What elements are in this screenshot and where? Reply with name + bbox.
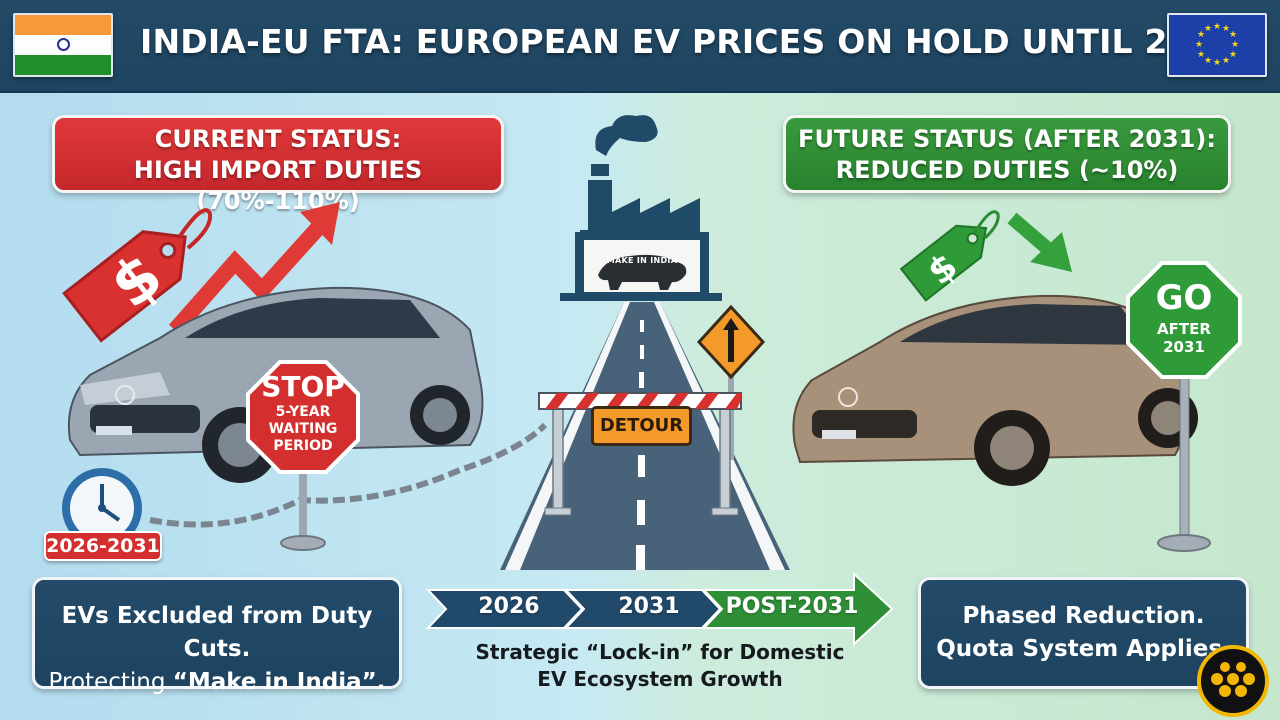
make-in-india-quote: “Make in India”. (172, 669, 386, 695)
stop-sign-text: 5-YEAR WAITING PERIOD (250, 404, 356, 455)
go-sign-icon (1126, 261, 1242, 379)
go-sign-line1: AFTER (1157, 320, 1211, 338)
clock-icon (62, 468, 142, 548)
protection-text: Protecting “Make in India”. (35, 666, 399, 699)
go-sign-title: GO (1155, 278, 1213, 318)
timeline-caption: Strategic “Lock-in” for Domestic EV Ecos… (430, 639, 890, 693)
current-status-box: CURRENT STATUS: HIGH IMPORT DUTIES (70%-… (52, 115, 504, 215)
exclusion-info-box: EVs Excluded from Duty Cuts. Protecting … (32, 577, 402, 695)
svg-text:★: ★ (1222, 24, 1230, 34)
svg-text:★: ★ (1204, 24, 1212, 34)
india-flag-icon (13, 13, 113, 77)
stop-sign-line2: WAITING (268, 421, 338, 437)
svg-text:★: ★ (1204, 56, 1212, 66)
timeline-step-2026: 2026 (478, 594, 540, 619)
svg-text:★: ★ (1213, 22, 1221, 32)
price-up-arrow-icon (169, 202, 340, 336)
current-status-duties: HIGH IMPORT DUTIES (70%-110%) (133, 156, 423, 215)
detour-sign: DETOUR (591, 406, 692, 446)
svg-text:★: ★ (1229, 50, 1237, 60)
phased-reduction-text: Phased Reduction. (962, 603, 1205, 629)
page-title: INDIA-EU FTA: EUROPEAN EV PRICES ON HOLD… (140, 22, 1238, 61)
future-status-title: FUTURE STATUS (AFTER 2031): (798, 125, 1216, 153)
svg-text:★: ★ (1213, 58, 1221, 68)
stop-sign-title: STOP (261, 370, 345, 403)
price-tag-icon (62, 230, 187, 343)
caption-line1: Strategic “Lock-in” for Domestic (475, 640, 845, 664)
stop-sign-icon (246, 360, 360, 474)
go-sign-line2: 2031 (1163, 338, 1205, 356)
make-in-india-label: MAKE IN INDIA (606, 256, 678, 265)
svg-text:★: ★ (1197, 30, 1205, 40)
header-banner: INDIA-EU FTA: EUROPEAN EV PRICES ON HOLD… (0, 0, 1280, 93)
current-status-title: CURRENT STATUS: (154, 125, 402, 153)
stop-sign-line3: PERIOD (273, 438, 333, 454)
timeline-arrow: 2026 2031 POST-2031 (424, 571, 894, 647)
stop-sign-line1: 5-YEAR (275, 404, 331, 420)
brand-logo-icon (1197, 645, 1269, 717)
svg-text:★: ★ (1195, 40, 1203, 50)
timeline-step-post-2031: POST-2031 (725, 594, 859, 619)
svg-text:★: ★ (1222, 56, 1230, 66)
future-status-box: FUTURE STATUS (AFTER 2031): REDUCED DUTI… (783, 115, 1231, 193)
chain-icon (149, 422, 548, 528)
exclusion-text: EVs Excluded from Duty Cuts. (61, 603, 373, 662)
svg-text:★: ★ (1197, 50, 1205, 60)
right-scene-illustration: $ (792, 210, 1242, 552)
period-badge: 2026-2031 (44, 531, 162, 561)
factory-icon (560, 164, 722, 301)
smoke-icon (595, 115, 658, 156)
svg-text:★: ★ (1231, 40, 1239, 50)
phased-reduction-info-box: Phased Reduction. Quota System Applies. (918, 577, 1249, 689)
protection-prefix: Protecting (48, 669, 173, 695)
green-price-tag-icon (899, 224, 988, 302)
future-status-duties: REDUCED DUTIES (~10%) (835, 156, 1179, 184)
quota-system-text: Quota System Applies. (936, 636, 1231, 662)
go-sign-text: AFTER 2031 (1130, 320, 1238, 356)
left-scene-illustration: $ (62, 202, 548, 551)
eu-flag-icon: ★ ★ ★ ★ ★ ★ ★ ★ ★ ★ ★ ★ (1167, 13, 1267, 77)
price-down-arrow-icon (1007, 212, 1072, 272)
timeline-step-2031: 2031 (618, 594, 680, 619)
svg-text:★: ★ (1229, 30, 1237, 40)
caption-line2: EV Ecosystem Growth (537, 667, 783, 691)
center-scene-illustration (500, 115, 790, 570)
